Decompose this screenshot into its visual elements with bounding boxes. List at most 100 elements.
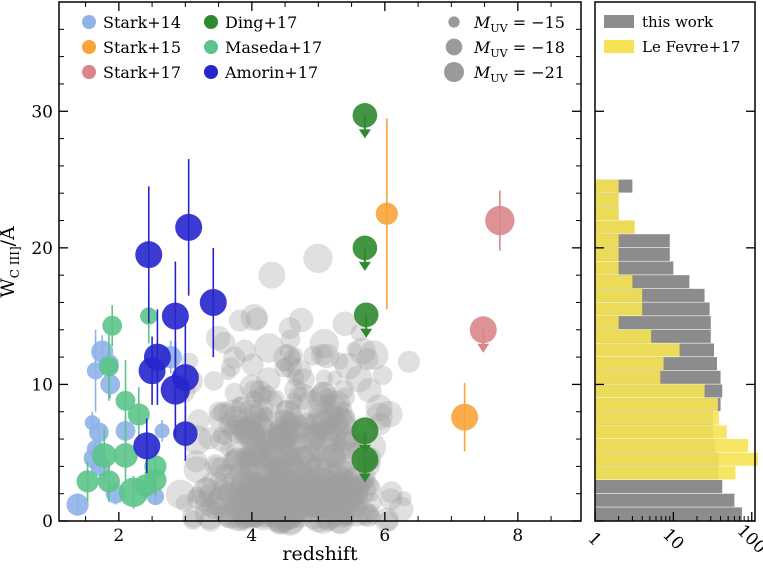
legend-size-m: M xyxy=(473,13,491,32)
this-work-point xyxy=(292,491,317,516)
this-work-point xyxy=(241,433,259,451)
this-work-point xyxy=(238,449,259,469)
this-work-point xyxy=(234,482,261,510)
hist-legend-label: this work xyxy=(642,13,714,31)
this-work-point xyxy=(308,432,338,462)
this-work-point xyxy=(269,427,290,448)
this-work-point xyxy=(269,506,295,532)
this-work-point xyxy=(228,493,249,514)
this-work-point xyxy=(326,448,347,468)
this-work-point xyxy=(224,480,250,506)
this-work-point xyxy=(314,343,340,369)
this-work-point xyxy=(254,430,277,453)
this-work-point xyxy=(256,451,274,469)
le-fevre-bar xyxy=(595,357,664,371)
this-work-point xyxy=(283,472,304,493)
this-work-point xyxy=(309,432,327,450)
this-work-point xyxy=(317,424,333,440)
this-work-point xyxy=(274,357,295,378)
this-work-point xyxy=(182,505,205,528)
this-work-point xyxy=(210,457,233,480)
ding-17-upper-limit-arrow xyxy=(360,328,373,338)
this-work-point xyxy=(263,502,279,518)
series-stark-17 xyxy=(469,190,515,353)
this-work-point xyxy=(336,482,357,502)
this-work-point xyxy=(213,401,236,424)
this-work-point xyxy=(324,479,339,495)
this-work-point xyxy=(319,388,338,406)
this-work-point xyxy=(287,499,305,517)
this-work-point xyxy=(325,417,341,432)
le-fevre-bar xyxy=(595,288,643,302)
this-work-point xyxy=(278,485,296,504)
this-work-point xyxy=(331,430,359,458)
this-work-point xyxy=(249,471,267,490)
this-work-point xyxy=(266,487,282,503)
this-work-point xyxy=(278,317,301,340)
ding-17-point xyxy=(352,103,378,128)
this-work-point xyxy=(239,427,267,455)
amorin-17-point xyxy=(135,241,163,269)
le-fevre-bar xyxy=(595,411,719,425)
this-work-point xyxy=(301,478,319,496)
histogram-panel: 1 10 100 this work Le Fevre+17 xyxy=(584,1,763,558)
legend-marker-amorin17 xyxy=(204,65,218,79)
this-work-point xyxy=(292,479,308,495)
this-work-point xyxy=(330,466,354,489)
this-work-point xyxy=(317,501,336,519)
this-work-point xyxy=(276,356,292,372)
this-work-point xyxy=(238,498,268,528)
this-work-point xyxy=(288,432,311,455)
this-work-point xyxy=(243,491,269,516)
this-work-point xyxy=(335,401,353,419)
this-work-point xyxy=(249,397,274,423)
this-work-point xyxy=(249,482,274,508)
literature-series xyxy=(66,103,515,516)
this-work-point xyxy=(213,504,231,523)
this-work-point xyxy=(274,415,290,430)
this-work-point xyxy=(175,494,194,512)
this-work-point xyxy=(284,480,305,500)
this-work-point xyxy=(309,475,334,500)
this-work-point xyxy=(312,410,338,436)
this-work-point xyxy=(304,456,324,477)
x-tick-label: 8 xyxy=(512,526,523,546)
stark-14-point xyxy=(66,493,89,516)
this-work-point xyxy=(334,352,362,380)
this-work-point xyxy=(242,412,263,433)
this-work-point xyxy=(253,426,273,447)
stark-15-point xyxy=(451,403,479,431)
this-work-point xyxy=(307,403,328,424)
this-work-point xyxy=(319,418,342,441)
this-work-point xyxy=(224,405,247,428)
le-fevre-bar xyxy=(595,193,619,207)
x-tick-label: 2 xyxy=(113,526,124,546)
this-work-point xyxy=(215,463,233,482)
this-work-point xyxy=(302,476,323,497)
le-fevre-bar xyxy=(595,343,680,357)
this-work-point xyxy=(218,413,241,436)
this-work-point xyxy=(289,417,317,445)
this-work-point xyxy=(313,459,336,482)
this-work-point xyxy=(250,478,273,501)
this-work-point xyxy=(165,479,196,509)
main-plot-frame xyxy=(58,1,582,522)
main-scatter-plot: 2 4 6 8 0 10 20 30 Stark+14 Stark+15 Stark+17 Ding… xyxy=(0,1,582,565)
this-work-point xyxy=(336,489,354,507)
le-fevre-bar xyxy=(595,275,633,289)
this-work-point xyxy=(272,494,295,517)
this-work-point xyxy=(253,499,271,517)
this-work-point xyxy=(256,367,281,392)
this-work-point xyxy=(295,445,323,472)
this-work-point xyxy=(245,480,268,503)
this-work-point xyxy=(323,495,342,513)
y-tick-label: 10 xyxy=(31,375,53,395)
this-work-point xyxy=(273,483,294,503)
hist-legend-label: Le Fevre+17 xyxy=(642,38,740,56)
this-work-point xyxy=(374,507,400,533)
this-work-point xyxy=(305,467,336,498)
this-work-point xyxy=(268,493,287,512)
this-work-point xyxy=(251,419,279,447)
this-work-point xyxy=(258,261,286,289)
this-work-point xyxy=(276,399,294,418)
